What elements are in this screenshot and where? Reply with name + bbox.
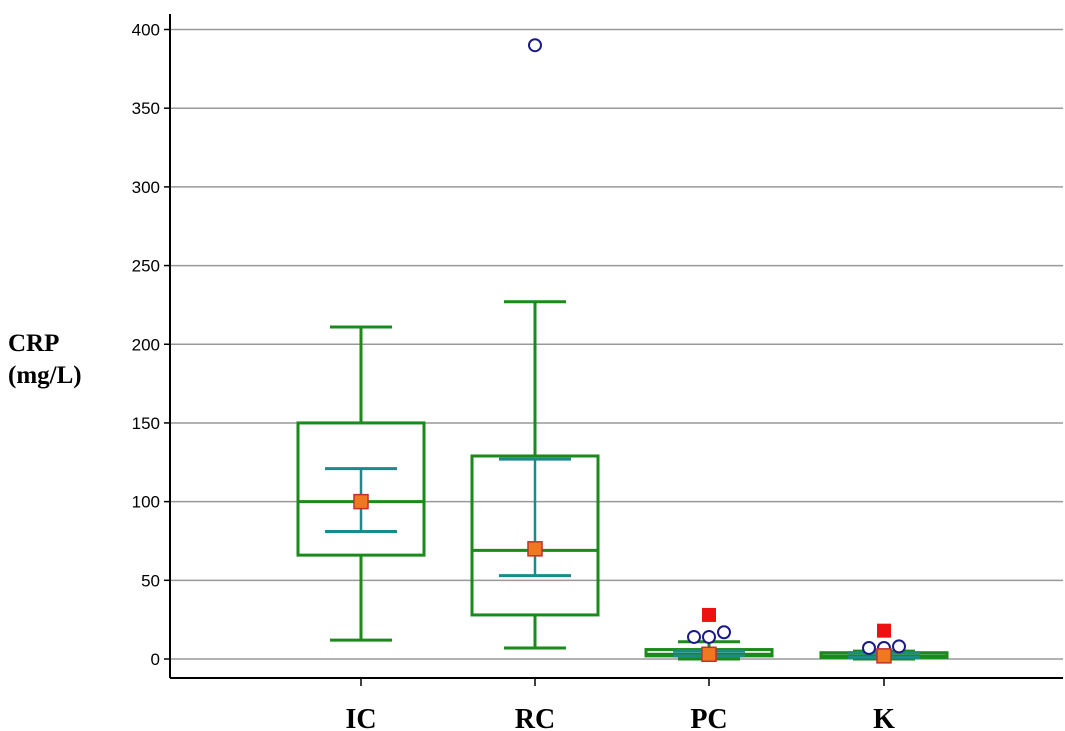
y-tick-label: 400	[132, 21, 160, 40]
y-axis-label-line2: (mg/L)	[8, 362, 82, 389]
box-group	[296, 325, 426, 642]
x-tick-label: PC	[690, 704, 727, 731]
y-tick-label: 100	[132, 493, 160, 512]
outlier-point	[687, 629, 701, 644]
box-series	[296, 38, 949, 664]
box-group	[470, 38, 600, 650]
x-tick-label: IC	[345, 704, 376, 731]
mean-marker	[527, 541, 543, 557]
box-group	[644, 607, 774, 663]
y-tick-label: 50	[141, 571, 160, 590]
x-tick-label: RC	[515, 704, 555, 731]
axes: 0 50 100 150 200 250 300 350 400 IC RC PC K	[132, 14, 1063, 731]
box-iqr	[470, 454, 600, 617]
outlier-point	[862, 640, 876, 655]
y-axis-label: CRP (mg/L)	[8, 328, 118, 392]
outlier-point	[892, 639, 906, 654]
y-tick-label: 350	[132, 99, 160, 118]
box-group	[819, 623, 949, 664]
outlier-point	[528, 38, 542, 53]
box-iqr	[296, 421, 426, 557]
x-tick-label: K	[873, 704, 895, 731]
mean-marker	[353, 493, 369, 510]
grid-lines	[170, 28, 1063, 660]
mean-marker	[876, 648, 892, 664]
y-axis-label-line1: CRP	[8, 330, 60, 357]
outlier-point	[702, 629, 716, 644]
y-tick-label: 250	[132, 257, 160, 276]
outlier-point	[717, 625, 731, 640]
far-outlier-point	[702, 607, 716, 622]
y-tick-label: 0	[151, 650, 160, 669]
y-tick-label: 300	[132, 178, 160, 197]
y-tick-label: 150	[132, 414, 160, 433]
far-outlier-point	[877, 623, 891, 638]
y-tick-label: 200	[132, 335, 160, 354]
mean-marker	[701, 646, 717, 663]
